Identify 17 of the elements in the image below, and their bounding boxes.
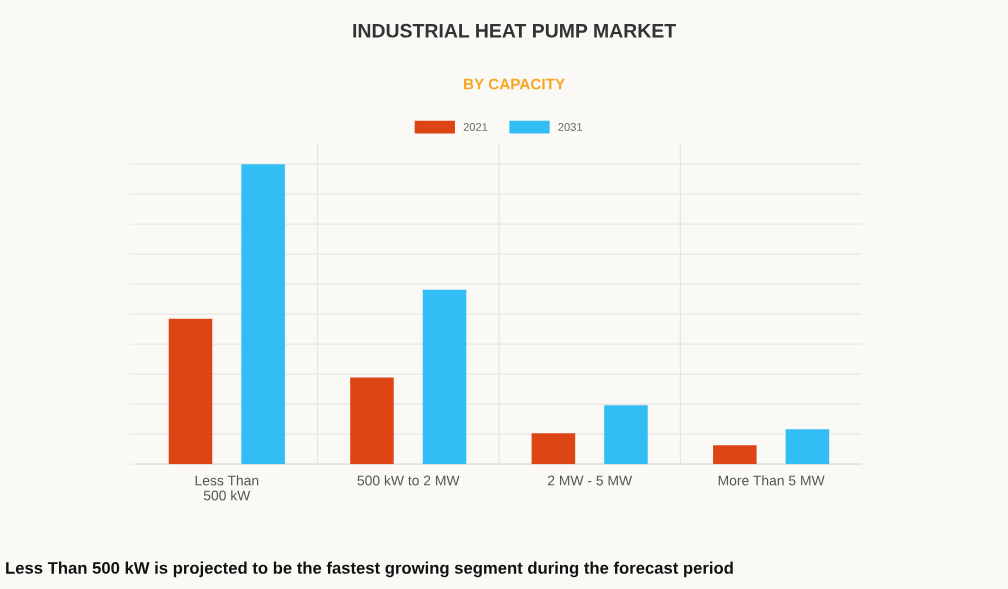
chart-subtitle: BY CAPACITY bbox=[464, 78, 565, 90]
chart-title: INDUSTRIAL HEAT PUMP MARKET bbox=[353, 23, 676, 38]
bar bbox=[168, 318, 213, 465]
bar bbox=[241, 164, 285, 465]
legend-label: 2021 bbox=[463, 123, 488, 131]
x-tick-label: 500 kW to 2 MW bbox=[357, 475, 460, 486]
x-tick-label: 2 MW - 5 MW bbox=[547, 475, 633, 486]
bar bbox=[785, 429, 830, 465]
bar bbox=[350, 377, 394, 465]
legend-label: 2031 bbox=[558, 123, 583, 131]
bar bbox=[422, 289, 467, 465]
x-tick-label: More Than 5 MW bbox=[718, 475, 825, 486]
bar bbox=[604, 405, 648, 465]
bar bbox=[713, 445, 757, 465]
bar bbox=[531, 433, 576, 465]
text: Less Than 500 kW is projected to be the fastest growing segment during the forecast period bbox=[6, 561, 733, 578]
x-tick-label: Less Than 500 kW bbox=[195, 475, 259, 501]
